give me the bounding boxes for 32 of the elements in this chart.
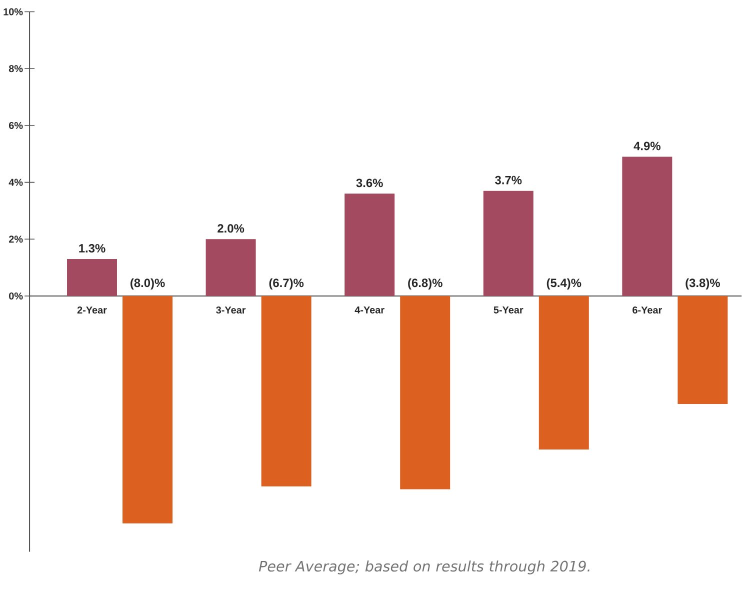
- data-label: 2.0%: [218, 224, 244, 233]
- bar: [400, 296, 450, 490]
- data-label: 1.3%: [79, 244, 106, 253]
- y-tick-label: 10%: [4, 8, 23, 16]
- data-label: (6.7)%: [269, 278, 304, 290]
- bar: [206, 239, 256, 296]
- data-label: (5.4)%: [546, 278, 582, 290]
- bar: [538, 296, 589, 450]
- data-label: 4.9%: [634, 142, 660, 150]
- bar: [261, 296, 312, 486]
- data-label: 3.7%: [495, 176, 522, 184]
- data-label: (6.8)%: [408, 278, 442, 290]
- data-label: (8.0)%: [130, 278, 165, 290]
- data-label: (3.8)%: [686, 278, 720, 290]
- y-tick-label: 6%: [8, 122, 23, 129]
- bar: [678, 296, 728, 404]
- y-tick-label: 2%: [8, 236, 23, 243]
- bar: [122, 296, 173, 524]
- x-tick-label: 3-Year: [216, 306, 246, 314]
- y-tick-label: 8%: [8, 65, 23, 72]
- bar: [67, 259, 117, 296]
- bar: [622, 156, 672, 296]
- data-label: 3.6%: [356, 178, 383, 188]
- bar: [344, 194, 395, 296]
- x-tick-label: 2-Year: [77, 306, 107, 314]
- x-tick-label: 5-Year: [494, 306, 524, 314]
- bar: [483, 190, 534, 296]
- text: Peer Average; based on results through 2019.: [258, 560, 590, 574]
- x-tick-label: 6-Year: [632, 306, 662, 314]
- y-tick-label: 4%: [8, 178, 23, 186]
- x-tick-label: 4-Year: [354, 306, 384, 314]
- y-tick-label: 0%: [9, 292, 23, 300]
